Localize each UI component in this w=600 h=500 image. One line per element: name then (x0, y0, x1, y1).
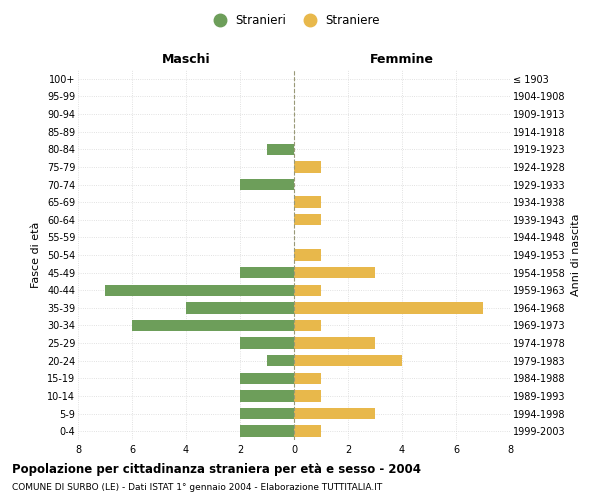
Bar (294, 196, 321, 208)
Bar (294, 426, 321, 437)
Bar (294, 250, 321, 260)
Bar (240, 179, 294, 190)
Bar (294, 267, 375, 278)
Y-axis label: Anni di nascita: Anni di nascita (571, 214, 581, 296)
Bar (294, 372, 321, 384)
Bar (240, 338, 294, 349)
Bar (294, 161, 321, 172)
Legend: Stranieri, Straniere: Stranieri, Straniere (203, 10, 385, 32)
Bar (294, 302, 483, 314)
Bar (294, 214, 321, 226)
Bar (294, 284, 321, 296)
Bar (294, 390, 321, 402)
Bar (294, 338, 375, 349)
Bar (186, 302, 294, 314)
Bar (240, 267, 294, 278)
Bar (294, 408, 375, 420)
Bar (294, 355, 402, 366)
Bar (240, 390, 294, 402)
Y-axis label: Fasce di età: Fasce di età (31, 222, 41, 288)
Text: Popolazione per cittadinanza straniera per età e sesso - 2004: Popolazione per cittadinanza straniera p… (12, 462, 421, 475)
Bar (105, 284, 294, 296)
Bar (267, 144, 294, 155)
Text: COMUNE DI SURBO (LE) - Dati ISTAT 1° gennaio 2004 - Elaborazione TUTTITALIA.IT: COMUNE DI SURBO (LE) - Dati ISTAT 1° gen… (12, 482, 382, 492)
Text: Maschi: Maschi (161, 54, 211, 66)
Bar (240, 426, 294, 437)
Bar (240, 372, 294, 384)
Bar (132, 320, 294, 331)
Text: Femmine: Femmine (370, 54, 434, 66)
Bar (267, 355, 294, 366)
Bar (294, 320, 321, 331)
Bar (240, 408, 294, 420)
